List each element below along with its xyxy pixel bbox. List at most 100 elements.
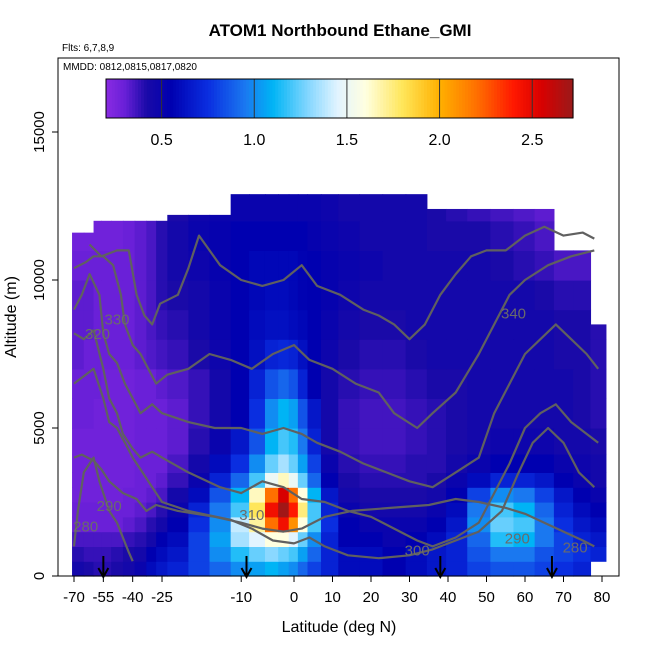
colorbar-swatch xyxy=(526,79,530,118)
heatmap-cell xyxy=(307,453,322,473)
colorbar-swatch xyxy=(543,79,548,118)
heatmap-cell xyxy=(320,531,339,547)
heatmap-cell xyxy=(167,368,190,399)
colorbar-swatch xyxy=(164,79,168,118)
heatmap-cell xyxy=(83,531,95,547)
heatmap-cell xyxy=(382,194,407,222)
heatmap-cell xyxy=(288,546,299,562)
heatmap-cell xyxy=(446,502,468,518)
heatmap-cell xyxy=(382,502,407,518)
heatmap-cell xyxy=(490,398,515,429)
colorbar-swatch xyxy=(517,79,522,118)
heatmap-cell xyxy=(167,453,190,473)
heatmap-cell xyxy=(573,502,592,518)
heatmap-cell xyxy=(93,472,102,488)
heatmap-cell xyxy=(264,368,279,399)
colorbar-swatch xyxy=(138,79,142,118)
heatmap-cell xyxy=(338,220,361,251)
heatmap-cell xyxy=(209,472,232,488)
heatmap-cell xyxy=(573,280,592,311)
heatmap-cell xyxy=(230,502,250,518)
heatmap-cell xyxy=(297,453,309,473)
heatmap-cell xyxy=(359,339,384,370)
heatmap-cell xyxy=(590,516,607,533)
heatmap-cell xyxy=(446,280,468,311)
heatmap-cell xyxy=(426,250,447,281)
heatmap-cell xyxy=(534,546,555,562)
colorbar-tick-label: 0.5 xyxy=(150,132,172,149)
contour-label: 340 xyxy=(501,306,526,323)
colorbar-swatch xyxy=(348,79,352,118)
heatmap-cell xyxy=(573,516,592,533)
heatmap-cell xyxy=(134,502,147,518)
heatmap-cell xyxy=(513,472,536,488)
heatmap-cell xyxy=(338,339,361,370)
heatmap-cell xyxy=(101,339,112,370)
heatmap-cell xyxy=(590,502,607,518)
heatmap-cell xyxy=(249,368,266,399)
heatmap-cell xyxy=(167,428,190,455)
heatmap-cell xyxy=(553,368,574,399)
heatmap-cell xyxy=(553,516,574,533)
heatmap-cell xyxy=(382,561,407,577)
colorbar-swatch xyxy=(473,79,478,118)
heatmap-cell xyxy=(320,194,339,222)
heatmap-cell xyxy=(156,546,168,562)
heatmap-cell xyxy=(446,398,468,429)
heatmap-cell xyxy=(167,339,190,370)
colorbar-swatch xyxy=(502,79,507,118)
heatmap-cell xyxy=(467,561,491,577)
y-axis: 0 5000 10000 15000 xyxy=(31,111,58,580)
heatmap-cell xyxy=(264,428,279,455)
colorbar-swatch xyxy=(470,79,475,118)
y-tick-label: 0 xyxy=(31,572,48,580)
heatmap-cell xyxy=(278,516,290,533)
colorbar-swatch xyxy=(216,79,221,118)
heatmap-cell xyxy=(405,220,428,251)
heatmap-cell xyxy=(382,487,407,503)
heatmap-cell xyxy=(338,546,361,562)
heatmap-cell xyxy=(278,472,290,488)
heatmap-cell xyxy=(72,280,85,311)
contour-line-300 xyxy=(73,367,596,560)
heatmap-cell xyxy=(359,561,384,577)
heatmap-cell xyxy=(573,398,592,429)
heatmap-cell xyxy=(156,453,168,473)
heatmap-cell xyxy=(93,398,102,429)
heatmap-cell xyxy=(467,487,491,503)
contour-label: 300 xyxy=(405,542,430,559)
x-tick-label: 80 xyxy=(594,589,611,606)
heatmap-cell xyxy=(93,453,102,473)
heatmap-cell xyxy=(405,487,428,503)
heatmap-cell xyxy=(278,487,290,503)
heatmap-cell xyxy=(467,368,491,399)
colorbar-swatch xyxy=(409,79,414,118)
heatmap-cell xyxy=(101,453,112,473)
heatmap-cell xyxy=(590,546,607,562)
heatmap-cell xyxy=(288,428,299,455)
colorbar-swatch xyxy=(532,79,536,118)
heatmap-cell xyxy=(188,516,211,533)
heatmap-cell xyxy=(146,428,157,455)
colorbar-swatch xyxy=(266,79,271,118)
contour-line-310 xyxy=(73,329,599,548)
heatmap-cell xyxy=(426,339,447,370)
heatmap-cell xyxy=(553,546,574,562)
heatmap-cell xyxy=(122,368,136,399)
colorbar-tick-label: 1.5 xyxy=(336,132,358,149)
heatmap-cell xyxy=(167,250,190,281)
heatmap-cell xyxy=(101,546,112,562)
colorbar-swatch xyxy=(301,79,306,118)
heatmap-cell xyxy=(307,309,322,340)
colorbar-tick-label: 2.5 xyxy=(521,132,543,149)
heatmap-cell xyxy=(167,487,190,503)
heatmap-cell xyxy=(72,232,85,251)
heatmap-cell xyxy=(209,428,232,455)
heatmap-cell xyxy=(446,516,468,533)
heatmap-cell xyxy=(382,546,407,562)
heatmap-cell xyxy=(320,516,339,533)
heatmap-cell xyxy=(101,280,112,311)
heatmap-cell xyxy=(288,472,299,488)
heatmap-cell xyxy=(553,531,574,547)
heatmap-cell xyxy=(230,472,250,488)
